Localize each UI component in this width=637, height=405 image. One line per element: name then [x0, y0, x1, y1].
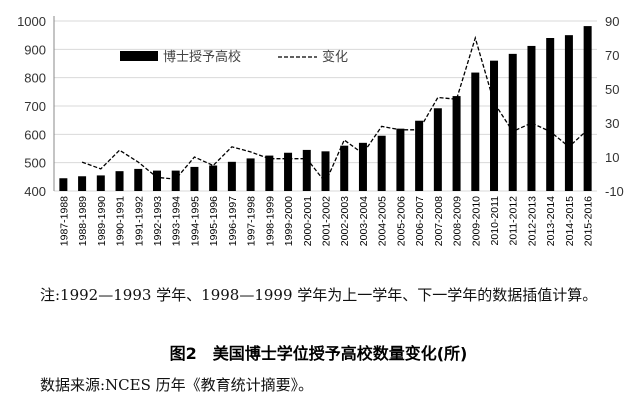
- bar: [396, 128, 405, 191]
- y-tick-label: 400: [24, 184, 46, 199]
- x-tick-label: 1996-1997: [227, 196, 239, 246]
- y2-tick-label: 50: [605, 82, 619, 97]
- bar: [152, 170, 161, 191]
- x-tick-label: 2008-2009: [452, 196, 464, 246]
- x-tick-label: 1989-1990: [96, 196, 108, 246]
- y2-tick-label: 10: [605, 150, 619, 165]
- y2-tick-label: -10: [605, 184, 624, 199]
- bar: [190, 166, 199, 191]
- change-line: [81, 35, 589, 184]
- x-tick-label: 2015-2016: [583, 196, 595, 246]
- x-tick-label: 1998-1999: [264, 196, 276, 246]
- y-tick-label: 700: [24, 99, 46, 114]
- chart: 400 500 600 700 800 900 1000 -10 10 30 50 70 90 1987-…: [17, 14, 624, 246]
- legend-bar-label: 博士授予高校: [163, 49, 241, 64]
- legend-line-label: 变化: [322, 49, 348, 64]
- bar: [490, 60, 499, 191]
- bar: [321, 151, 330, 191]
- caption: 图2 美国博士学位授予高校数量变化(所): [169, 344, 468, 363]
- bar: [302, 149, 311, 191]
- bar: [508, 53, 517, 191]
- bar: [96, 175, 105, 191]
- y-tick-label: 900: [24, 42, 46, 57]
- note: 注:1992—1993 学年、1998—1999 学年为上一学年、下一学年的数据…: [40, 286, 598, 304]
- x-tick-label: 1997-1998: [246, 196, 258, 246]
- bar: [134, 168, 143, 191]
- x-tick-label: 1991-1992: [133, 196, 145, 246]
- bar: [78, 176, 87, 191]
- x-tick-label: 2005-2006: [395, 196, 407, 246]
- x-tick-label: 2003-2004: [358, 196, 370, 246]
- bar: [358, 142, 367, 191]
- x-tick-label: 2004-2005: [377, 196, 389, 246]
- bar: [59, 178, 68, 191]
- bar: [171, 170, 180, 191]
- x-tick-label: 1995-1996: [208, 196, 220, 246]
- bar: [227, 161, 236, 191]
- y-tick-label: 1000: [17, 14, 46, 29]
- x-tick-label: 2012-2013: [526, 196, 538, 246]
- bar: [209, 165, 218, 191]
- bar: [583, 26, 592, 191]
- bar: [471, 72, 480, 191]
- y2-tick-label: 30: [605, 116, 619, 131]
- bar: [415, 120, 424, 191]
- bar: [546, 38, 555, 191]
- x-tick-label: 1999-2000: [283, 196, 295, 246]
- bar: [452, 96, 461, 191]
- bar: [340, 145, 349, 191]
- y-tick-label: 800: [24, 71, 46, 86]
- x-tick-label: 1994-1995: [189, 196, 201, 246]
- x-tick-label: 2011-2012: [508, 196, 520, 246]
- x-tick-label: 1993-1994: [171, 196, 183, 246]
- x-tick-label: 2002-2003: [339, 196, 351, 246]
- x-tick-label: 2000-2001: [302, 196, 314, 246]
- bar: [564, 35, 573, 191]
- x-tick-label: 2010-2011: [489, 196, 501, 246]
- bar: [377, 135, 386, 191]
- y2-tick-label: 90: [605, 14, 619, 29]
- bar: [265, 155, 274, 191]
- x-tick-label: 1987-1988: [58, 196, 70, 246]
- source: 数据来源:NCES 历年《教育统计摘要》。: [40, 376, 314, 394]
- bar: [433, 108, 442, 191]
- x-tick-label: 1992-1993: [152, 196, 164, 246]
- x-tick-label: 2001-2002: [321, 196, 333, 246]
- x-tick-label: 1988-1989: [77, 196, 89, 246]
- y-tick-label: 600: [24, 127, 46, 142]
- legend-bar-swatch: [120, 51, 158, 61]
- x-tick-label: 2014-2015: [564, 196, 576, 246]
- x-tick-label: 2013-2014: [545, 196, 557, 246]
- x-tick-label: 1990-1991: [115, 196, 127, 246]
- bar: [246, 158, 255, 191]
- bar: [284, 152, 293, 191]
- y2-tick-label: 70: [605, 48, 619, 63]
- y-tick-label: 500: [24, 156, 46, 171]
- bar: [527, 45, 536, 191]
- x-tick-label: 2007-2008: [433, 196, 445, 246]
- bar: [115, 171, 124, 191]
- x-tick-label: 2006-2007: [414, 196, 426, 246]
- x-tick-label: 2009-2010: [470, 196, 482, 246]
